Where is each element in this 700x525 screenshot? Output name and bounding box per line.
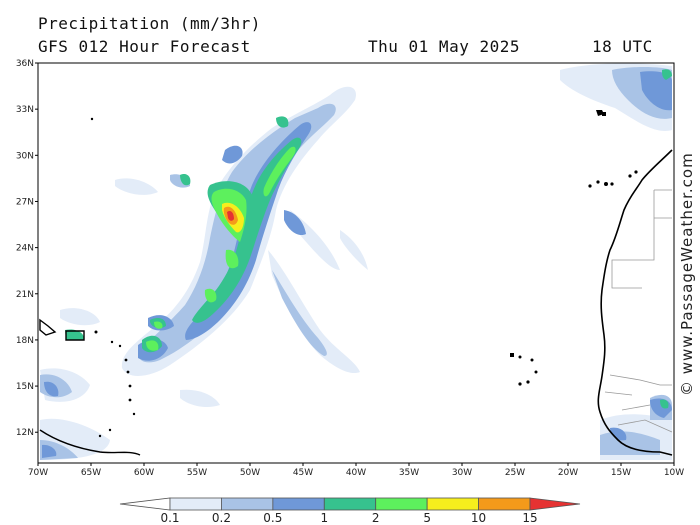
lon-tick-label: 60W: [134, 468, 154, 478]
colorbar-segment: [169, 497, 222, 511]
colorbar: 0.1 0.2 0.5 1 2 5 10 15: [119, 497, 581, 525]
colorbar-segment: [221, 497, 274, 511]
colorbar-label: 1: [320, 511, 328, 525]
forecast-date: Thu 01 May 2025: [368, 37, 520, 56]
lat-tick-label: 36N: [16, 59, 34, 69]
precipitation-field: [39, 63, 673, 460]
credit-text: © www.PassageWeather.com: [678, 152, 696, 396]
colorbar-segment: [119, 497, 171, 511]
lon-tick-label: 35W: [399, 468, 419, 478]
lon-tick-label: 70W: [28, 468, 48, 478]
longitude-ticks: 70W 65W 60W 55W 50W 45W 40W 35W 30W 25W 20W 15W 10W: [28, 463, 684, 478]
colorbar-segment: [375, 497, 428, 511]
colorbar-label: 0.5: [263, 511, 282, 525]
colorbar-segment: [478, 497, 531, 511]
lat-tick-label: 30N: [16, 151, 34, 161]
lon-tick-label: 20W: [558, 468, 578, 478]
coastline: [597, 149, 673, 456]
map-title: Precipitation (mm/3hr): [38, 14, 261, 33]
colorbar-label: 0.1: [160, 511, 179, 525]
colorbar-segment: [426, 497, 479, 511]
lat-tick-label: 15N: [16, 382, 34, 392]
islands: [39, 110, 638, 456]
lat-tick-label: 27N: [16, 197, 34, 207]
colorbar-segment: [272, 497, 325, 511]
lat-tick-label: 18N: [16, 336, 34, 346]
lon-tick-label: 30W: [452, 468, 472, 478]
map-frame: [37, 62, 675, 464]
colorbar-label: 10: [471, 511, 486, 525]
latitude-ticks: 36N 33N 30N 27N 24N 21N 18N 15N 12N: [16, 59, 38, 438]
lon-tick-label: 10W: [664, 468, 684, 478]
borders: [604, 189, 673, 433]
lat-tick-label: 33N: [16, 105, 34, 115]
lon-tick-label: 50W: [240, 468, 260, 478]
lon-tick-label: 55W: [187, 468, 207, 478]
lon-tick-label: 40W: [346, 468, 366, 478]
forecast-time: 18 UTC: [592, 37, 653, 56]
forecast-subtitle: GFS 012 Hour Forecast: [38, 37, 251, 56]
lon-tick-label: 15W: [611, 468, 631, 478]
lat-tick-label: 24N: [16, 244, 34, 254]
lon-tick-label: 65W: [81, 468, 101, 478]
colorbar-segment: [323, 497, 377, 511]
lat-tick-label: 12N: [16, 428, 34, 438]
lat-tick-label: 21N: [16, 290, 34, 300]
lon-tick-label: 25W: [505, 468, 525, 478]
colorbar-segment: [529, 497, 581, 511]
colorbar-label: 2: [372, 511, 380, 525]
colorbar-label: 0.2: [212, 511, 231, 525]
colorbar-label: 5: [423, 511, 431, 525]
colorbar-label: 15: [522, 511, 537, 525]
lon-tick-label: 45W: [293, 468, 313, 478]
